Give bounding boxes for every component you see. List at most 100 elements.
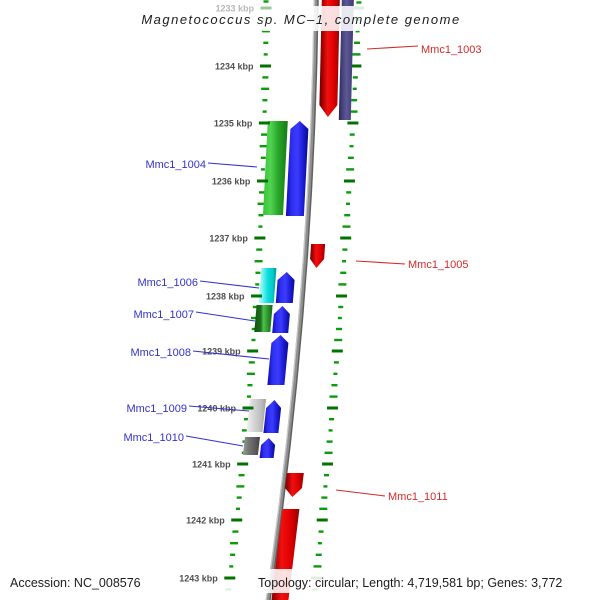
gene-label-Mmc1_1003: Mmc1_1003 — [421, 44, 482, 56]
minor-tick-right — [313, 565, 322, 568]
axis-line — [265, 0, 319, 600]
ruler-label-1234kbp: 1234 kbp — [215, 62, 254, 72]
feature-cds-1238b-blue — [272, 306, 290, 333]
minor-tick-left — [236, 485, 245, 488]
minor-tick-right — [317, 542, 322, 545]
minor-tick-left — [261, 30, 270, 33]
minor-tick-right — [328, 429, 333, 432]
callout-line-Mmc1_1010 — [185, 435, 244, 447]
callout-line-Mmc1_1011 — [335, 489, 386, 497]
feature-cds-1237-red — [310, 244, 326, 268]
ruler-label-1236kbp: 1236 kbp — [212, 177, 251, 187]
minor-tick-right — [333, 372, 338, 375]
gene-features-layer — [242, 0, 354, 600]
minor-tick-left — [255, 271, 261, 274]
minor-tick-right — [352, 87, 357, 90]
minor-tick-left — [258, 191, 265, 194]
minor-tick-right — [340, 271, 347, 274]
major-tick-left — [251, 294, 263, 298]
callout-line-Mmc1_1009 — [188, 405, 250, 412]
minor-tick-right — [342, 248, 348, 251]
backbone-axis — [265, 0, 319, 600]
minor-tick-right — [349, 133, 355, 136]
minor-tick-left — [232, 530, 239, 533]
major-tick-right — [327, 406, 339, 410]
minor-tick-left — [263, 53, 268, 56]
callout-line-Mmc1_1004 — [207, 162, 258, 168]
minor-tick-right — [329, 395, 338, 398]
minor-tick-right — [338, 305, 344, 309]
minor-tick-left — [241, 429, 250, 432]
minor-tick-left — [251, 316, 260, 320]
minor-tick-left — [230, 553, 236, 556]
minor-tick-left — [258, 214, 264, 217]
ruler-label-1238kbp: 1238 kbp — [206, 292, 245, 302]
minor-tick-right — [342, 225, 351, 228]
page-title: Magnetococcus sp. MC–1, complete genome — [141, 12, 460, 27]
minor-tick-right — [331, 384, 338, 387]
callout-line-Mmc1_1003 — [366, 45, 419, 50]
minor-tick-right — [329, 418, 335, 421]
major-tick-left — [256, 179, 268, 183]
axis-shadow — [269, 0, 319, 600]
major-tick-left — [242, 406, 254, 410]
minor-tick-left — [251, 338, 256, 342]
gene-label-Mmc1_1007: Mmc1_1007 — [133, 309, 194, 321]
major-tick-left — [260, 64, 272, 68]
minor-tick-right — [337, 316, 342, 320]
major-tick-right — [322, 462, 334, 466]
minor-tick-right — [334, 338, 343, 342]
feature-cds-1238-blue — [275, 272, 295, 303]
gene-label-Mmc1_1009: Mmc1_1009 — [126, 403, 187, 415]
feature-cds-1240b-darkgray — [242, 437, 260, 455]
footer-accession: Accession: NC_008576 — [10, 576, 141, 590]
minor-tick-left — [230, 542, 239, 545]
feature-cds-1240-blue — [263, 400, 282, 433]
minor-tick-left — [260, 156, 266, 159]
major-tick-left — [231, 518, 243, 522]
major-tick-left — [254, 236, 266, 240]
feature-cds-1241-red — [285, 473, 304, 497]
ruler-label-1235kbp: 1235 kbp — [214, 119, 253, 129]
minor-tick-left — [256, 248, 263, 251]
callout-line-Mmc1_1006 — [199, 280, 260, 289]
major-tick-left — [247, 349, 259, 353]
major-tick-right — [343, 179, 355, 183]
major-tick-right — [316, 518, 328, 522]
axis-highlight — [265, 0, 315, 600]
ruler-label-1233kbp: 1233 kbp — [215, 4, 254, 14]
minor-tick-left — [238, 474, 245, 477]
minor-tick-right — [346, 168, 355, 171]
major-tick-right — [340, 236, 352, 240]
ruler-label-1239kbp: 1239 kbp — [202, 347, 241, 357]
minor-tick-right — [323, 474, 329, 477]
major-tick-right — [350, 64, 362, 68]
minor-tick-right — [351, 99, 358, 102]
minor-tick-left — [251, 327, 257, 331]
minor-tick-left — [263, 0, 269, 3]
minor-tick-left — [235, 507, 240, 510]
minor-tick-left — [236, 496, 242, 499]
gene-label-Mmc1_1004: Mmc1_1004 — [145, 159, 206, 171]
minor-tick-right — [333, 361, 339, 364]
minor-tick-left — [246, 395, 251, 398]
minor-tick-right — [326, 440, 333, 443]
labels-layer: 1233 kbp 1234 kbp 1235 kbp 1236 kbp 1237 kbp… — [123, 4, 481, 584]
feature-cds-1238b-darkgreen — [254, 305, 273, 332]
minor-tick-right — [352, 76, 358, 79]
minor-tick-left — [260, 168, 265, 171]
feature-cds-1235-blue — [285, 121, 309, 216]
minor-tick-right — [324, 451, 333, 454]
minor-tick-left — [262, 76, 269, 79]
footer-stats: Topology: circular; Length: 4,719,581 bp… — [258, 576, 562, 590]
minor-tick-left — [247, 384, 253, 387]
gene-label-Mmc1_1010: Mmc1_1010 — [123, 432, 184, 444]
feature-cds-1240b-blue — [259, 438, 276, 458]
callout-line-Mmc1_1005 — [355, 260, 406, 265]
gene-label-Mmc1_1005: Mmc1_1005 — [408, 259, 469, 271]
minor-tick-left — [255, 283, 260, 286]
title-band — [0, 6, 600, 31]
feature-cds-1239-blue — [267, 335, 289, 385]
